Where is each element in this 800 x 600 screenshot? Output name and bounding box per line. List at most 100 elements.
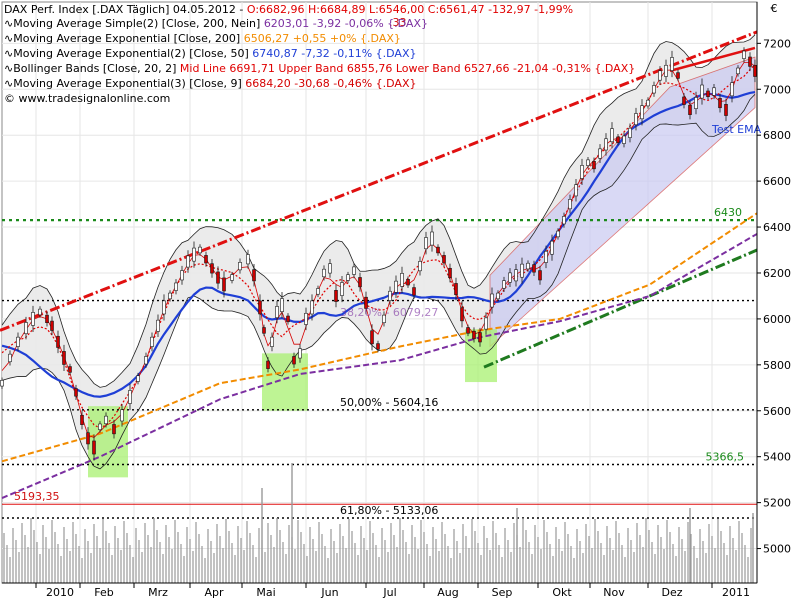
price-candle-body: [496, 292, 500, 300]
price-candle-body: [112, 424, 116, 435]
x-tick-label: 2010: [46, 586, 74, 599]
legend-item-values: 6506,27 +0,55 +0% {.DAX}: [244, 32, 401, 45]
bollinger-lower-band: [1, 94, 756, 470]
watermark: © www.tradesignalonline.com: [4, 92, 170, 105]
price-candle-body: [92, 440, 96, 455]
y-tick-label: 5600: [763, 405, 791, 418]
price-candle-body: [742, 50, 746, 59]
level-label: 5366,5: [706, 451, 745, 464]
price-candle-body: [24, 322, 28, 335]
x-tick-label: Dez: [661, 586, 682, 599]
price-candle-body: [676, 72, 680, 79]
price-candle-body: [270, 336, 274, 347]
price-candle-body: [38, 308, 42, 316]
price-candle-body: [298, 348, 302, 359]
price-candle-body: [550, 240, 554, 255]
legend-item: ∿Moving Average Exponential(2) [Close, 5…: [4, 47, 416, 60]
price-candle-body: [718, 98, 722, 109]
price-candle-body: [508, 272, 512, 283]
price-candle-body: [544, 250, 548, 263]
price-candle-body: [216, 271, 220, 284]
price-candle-body: [682, 96, 686, 105]
bollinger-upper-band: [1, 34, 756, 388]
price-candle-body: [156, 319, 160, 332]
x-tick-label: Aug: [437, 586, 458, 599]
y-tick-label: 5400: [763, 451, 791, 464]
price-candle-body: [104, 415, 108, 425]
legend-item-name: ∿Moving Average Exponential(3) [Close, 9…: [4, 77, 245, 90]
price-candle-body: [292, 356, 296, 365]
price-candle-body: [442, 255, 446, 264]
legend-item-values: 6740,87 -7,32 -0,11% {.DAX}: [252, 47, 416, 60]
trendline-red-short: [669, 46, 756, 73]
price-candle-body: [472, 330, 476, 340]
x-tick-label: Sep: [492, 586, 513, 599]
price-candle-body: [670, 57, 674, 71]
price-candle-body: [532, 264, 536, 273]
y-tick-label: 5800: [763, 359, 791, 372]
price-candle-body: [180, 270, 184, 281]
price-candle-body: [340, 282, 344, 296]
price-candle-body: [700, 84, 704, 99]
price-candle-body: [586, 159, 590, 166]
price-candle-body: [266, 360, 270, 369]
price-candle-body: [430, 231, 434, 246]
legend-item-name: ∿Moving Average Exponential(2) [Close, 5…: [4, 47, 252, 60]
y-tick-label: 7000: [763, 83, 791, 96]
price-candle-body: [538, 270, 542, 281]
price-candle-body: [376, 343, 380, 350]
price-candle-body: [712, 87, 716, 96]
price-candle-body: [150, 336, 154, 347]
price-candle-body: [136, 375, 140, 382]
price-candle-body: [478, 332, 482, 343]
price-candle-body: [246, 254, 250, 265]
annotation-fib-3820: 38,20% - 6079,27: [340, 306, 438, 319]
price-candle-body: [252, 269, 256, 282]
x-tick-label: Nov: [603, 586, 625, 599]
price-candle-body: [304, 312, 308, 325]
x-tick-label: Mai: [256, 586, 275, 599]
price-candle-body: [352, 266, 356, 275]
price-candle-body: [334, 290, 338, 302]
y-tick-label: 6600: [763, 175, 791, 188]
price-candle-body: [622, 135, 626, 144]
price-candle-body: [310, 300, 314, 315]
price-candle-body: [568, 199, 572, 210]
price-candle-body: [230, 274, 234, 281]
price-candle-body: [640, 105, 644, 120]
price-candle-body: [652, 85, 656, 94]
y-tick-label: 6800: [763, 129, 791, 142]
price-candle-body: [370, 330, 374, 345]
legend-item: ∿Bollinger Bands [Close, 20, 2] Mid Line…: [4, 62, 635, 75]
price-candle-body: [418, 261, 422, 272]
price-candle-body: [258, 300, 262, 315]
level-label: 5193,35: [14, 490, 60, 503]
y-unit-label: €: [771, 2, 778, 15]
price-candle-body: [580, 165, 584, 179]
price-candle-body: [574, 184, 578, 197]
x-tick-label: Feb: [94, 586, 113, 599]
price-candle-body: [598, 148, 602, 159]
price-candle-body: [724, 104, 728, 116]
x-tick-label: Okt: [552, 586, 572, 599]
price-candle-body: [520, 263, 524, 278]
price-candle-body: [382, 314, 386, 323]
price-candle-body: [448, 267, 452, 278]
price-candle-body: [316, 288, 320, 295]
price-candle-body: [45, 314, 49, 323]
ema9-line: [1, 62, 756, 439]
x-tick-label: 2011: [722, 586, 750, 599]
price-candle-body: [168, 292, 172, 300]
price-candle-body: [394, 280, 398, 293]
price-candle-body: [204, 255, 208, 264]
price-candle-body: [120, 409, 124, 422]
price-candle-body: [198, 246, 202, 254]
price-candle-body: [406, 278, 410, 286]
price-candle-body: [753, 64, 757, 77]
level-label: 61,80% - 5133,06: [340, 504, 438, 517]
price-candle-body: [50, 320, 54, 331]
price-candle-body: [484, 317, 488, 330]
price-candle-body: [424, 237, 428, 250]
price-candle-body: [634, 113, 638, 126]
